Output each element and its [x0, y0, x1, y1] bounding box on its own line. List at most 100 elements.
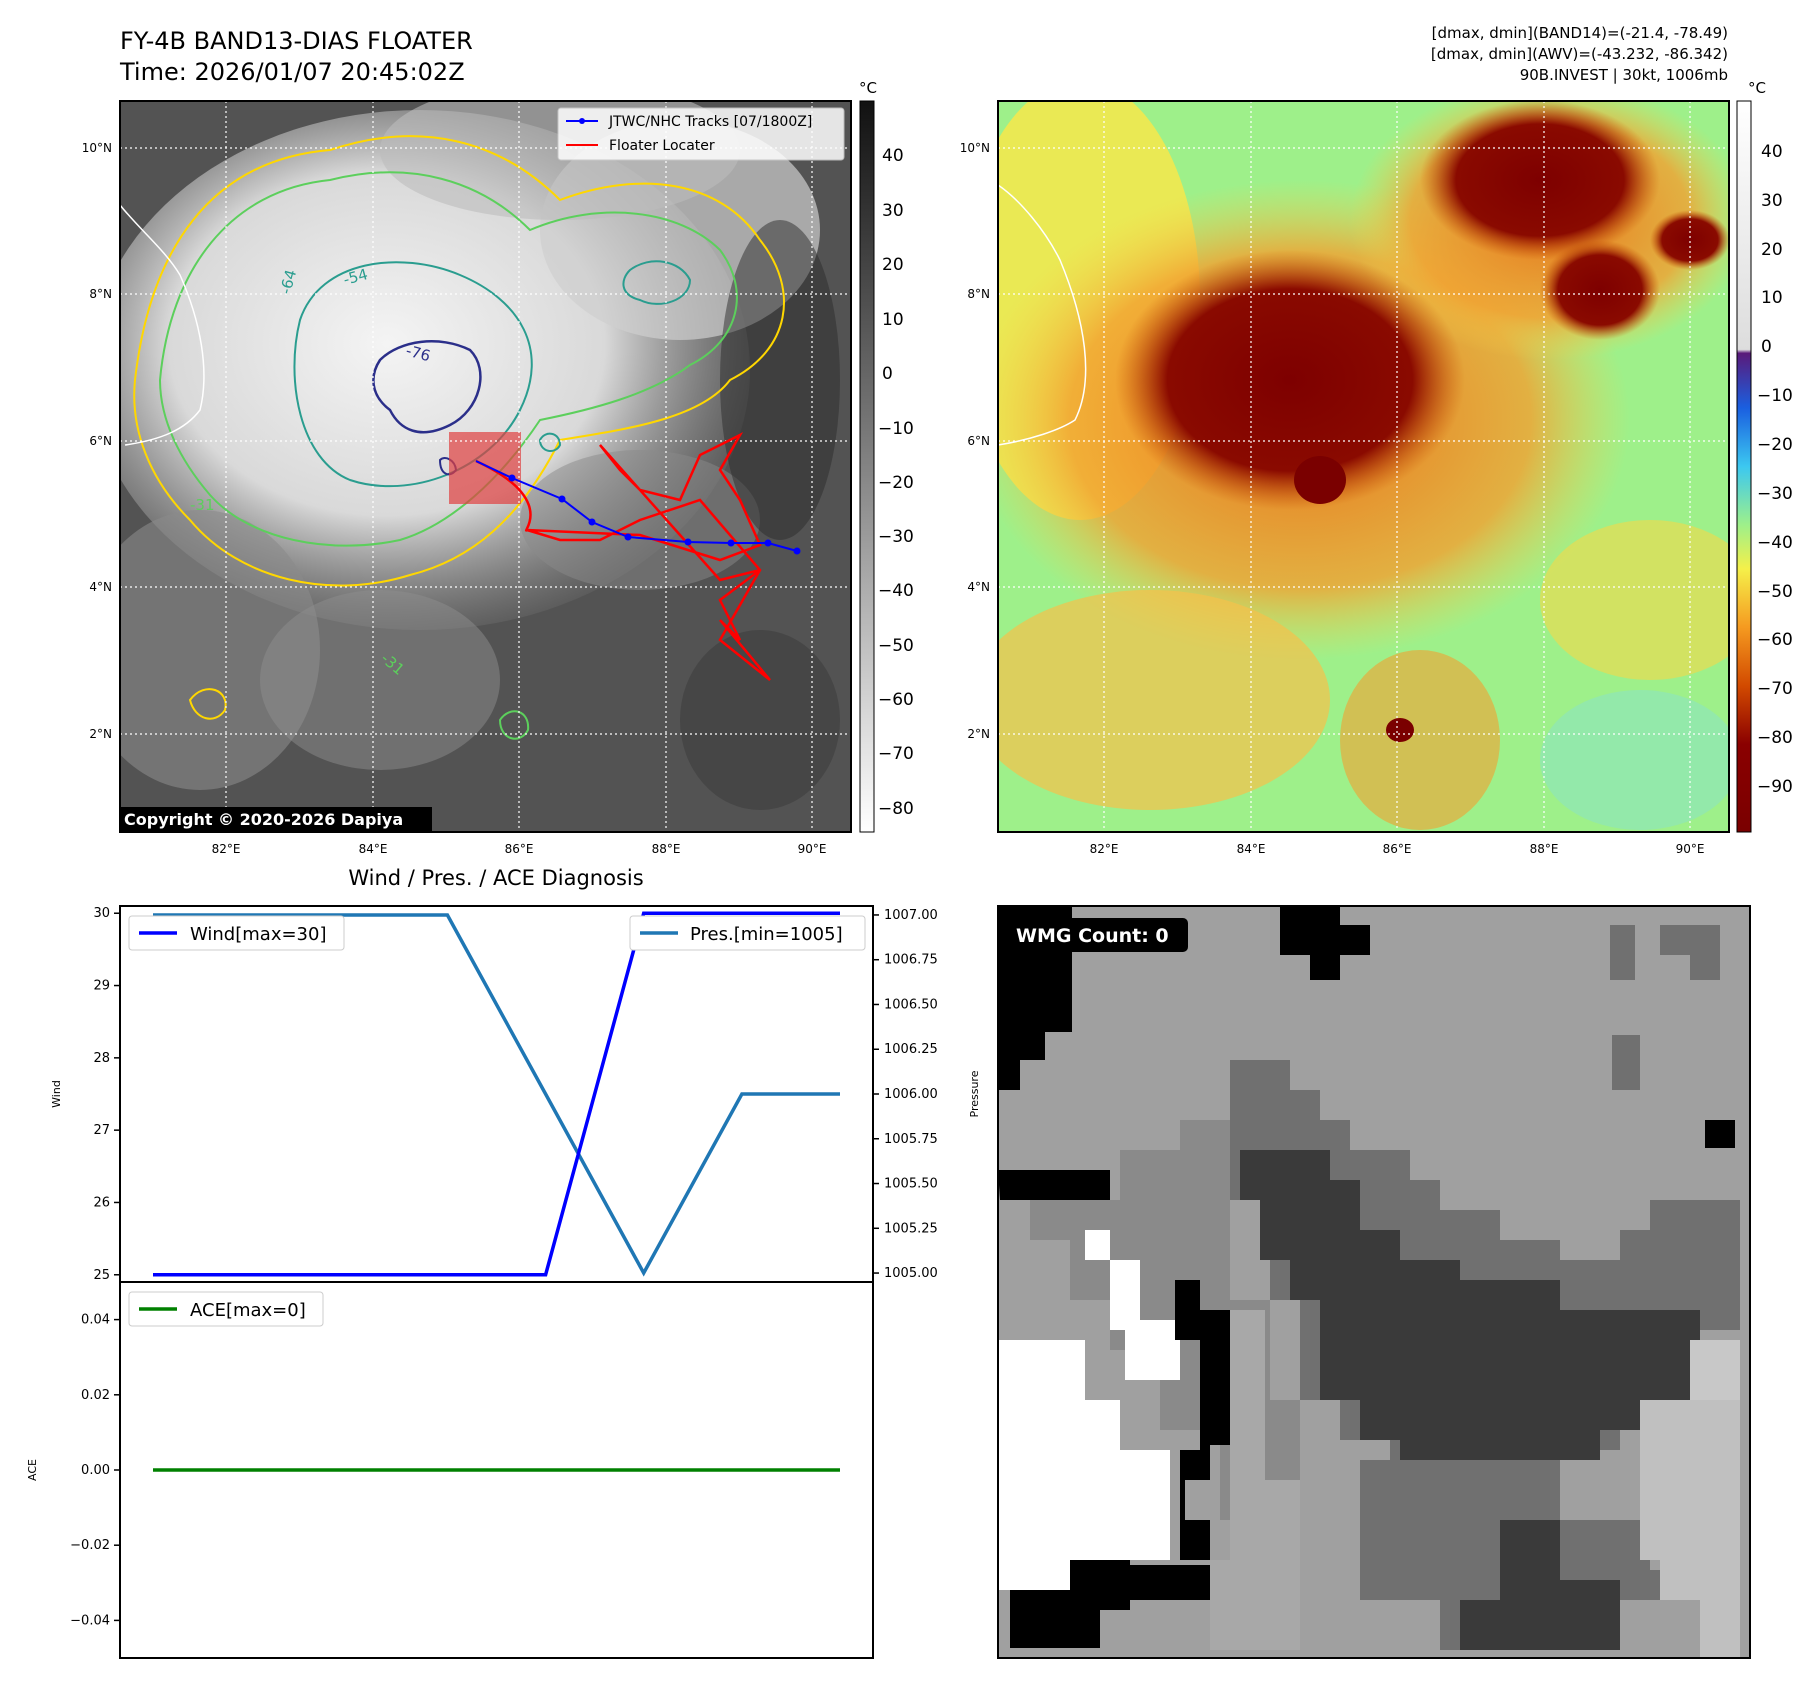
svg-text:82°E: 82°E — [1090, 842, 1119, 856]
awv-colorbar-unit: °C — [1748, 79, 1766, 97]
svg-text:−30: −30 — [878, 527, 914, 547]
ace-ylabel: ACE — [26, 1459, 39, 1481]
svg-text:10°N: 10°N — [960, 141, 990, 155]
pres-ticks: 1007.00 1006.75 1006.50 1006.25 1006.00 1005.… — [873, 908, 938, 1281]
svg-text:−70: −70 — [1757, 679, 1793, 699]
svg-text:6°N: 6°N — [89, 434, 112, 448]
svg-text:90°E: 90°E — [1676, 842, 1705, 856]
wind-legend: Wind[max=30] — [128, 915, 345, 951]
svg-text:−50: −50 — [878, 636, 914, 656]
svg-text:−30: −30 — [1757, 484, 1793, 504]
awv-range: [dmax, dmin](AWV)=(-43.232, -86.342) — [1431, 45, 1728, 63]
svg-text:20: 20 — [882, 255, 904, 275]
band14-range: [dmax, dmin](BAND14)=(-21.4, -78.49) — [1432, 24, 1728, 42]
pres-tick-label: 1006.75 — [884, 953, 938, 968]
sat-lat-labels: 10°N 8°N 6°N 4°N 2°N — [82, 141, 112, 741]
svg-text:20: 20 — [1761, 240, 1783, 260]
wmg-panel: WMG Count: 0 — [997, 905, 1751, 1659]
awv-colorbar-ticks: 40 30 20 10 0 −10 −20 −30 −40 −50 −60 −7… — [1757, 142, 1793, 797]
jtwc-track-points — [508, 474, 801, 555]
svg-text:86°E: 86°E — [1383, 842, 1412, 856]
wmg-count-box — [1008, 918, 1188, 952]
ace-tick-label: 0.00 — [81, 1463, 110, 1478]
copyright-text: Copyright © 2020-2026 Dapiya — [124, 810, 403, 829]
svg-text:−40: −40 — [1757, 533, 1793, 553]
svg-text:30: 30 — [1761, 191, 1783, 211]
awv-panel: 82°E 84°E 86°E 88°E 90°E 10°N 8°N 6°N 4°… — [960, 79, 1793, 856]
wind-tick-label: 26 — [93, 1195, 110, 1210]
pres-tick-label: 1006.25 — [884, 1042, 938, 1057]
wind-tick-label: 29 — [93, 979, 110, 994]
contour-label-76: -76 — [404, 341, 432, 365]
diag-title: Wind / Pres. / ACE Diagnosis — [348, 866, 643, 890]
svg-text:−10: −10 — [878, 419, 914, 439]
wind-legend-label: Wind[max=30] — [190, 924, 327, 945]
pres-tick-label: 1006.50 — [884, 997, 938, 1012]
awv-lon-labels: 82°E 84°E 86°E 88°E 90°E — [1090, 842, 1705, 856]
pres-tick-label: 1005.00 — [884, 1266, 938, 1281]
svg-text:6°N: 6°N — [967, 434, 990, 448]
svg-text:2°N: 2°N — [967, 727, 990, 741]
svg-text:88°E: 88°E — [652, 842, 681, 856]
pres-tick-label: 1005.50 — [884, 1177, 938, 1192]
svg-text:4°N: 4°N — [967, 580, 990, 594]
svg-text:0: 0 — [882, 364, 893, 384]
pres-tick-label: 1005.75 — [884, 1132, 938, 1147]
contour-label-31: -31 — [190, 496, 215, 514]
svg-text:−70: −70 — [878, 744, 914, 764]
wind-tick-label: 30 — [93, 906, 110, 921]
awv-colorbar — [1736, 100, 1752, 833]
awv-frame — [997, 100, 1730, 833]
pres-legend-label: Pres.[min=1005] — [690, 924, 843, 945]
svg-text:10: 10 — [1761, 288, 1783, 308]
svg-text:−60: −60 — [878, 690, 914, 710]
figure-time: Time: 2026/01/07 20:45:02Z — [119, 58, 465, 86]
diagnosis-panel: Wind / Pres. / ACE Diagnosis Wind Pressu… — [26, 866, 981, 1659]
ace-tick-label: −0.02 — [70, 1538, 110, 1553]
legend-floater-label: Floater Locater — [609, 138, 715, 154]
svg-text:82°E: 82°E — [212, 842, 241, 856]
svg-text:40: 40 — [1761, 142, 1783, 162]
wind-ylabel: Wind — [50, 1080, 63, 1108]
legend-jtwc-label: JTWC/NHC Tracks [07/1800Z] — [608, 114, 812, 130]
svg-text:−80: −80 — [1757, 728, 1793, 748]
wmg-frame — [997, 905, 1751, 1659]
wind-tick-label: 28 — [93, 1051, 110, 1066]
satellite-panel: -76 -64 -54 -31 -31 JTWC/NHC Tracks [07/… — [82, 79, 914, 856]
svg-text:4°N: 4°N — [89, 580, 112, 594]
ace-tick-label: 0.04 — [81, 1313, 110, 1328]
svg-text:88°E: 88°E — [1530, 842, 1559, 856]
svg-text:10: 10 — [882, 310, 904, 330]
wind-tick-label: 25 — [93, 1268, 110, 1283]
contour-label-64: -64 — [276, 268, 300, 296]
svg-text:30: 30 — [882, 201, 904, 221]
pres-tick-label: 1006.00 — [884, 1087, 938, 1102]
svg-text:0: 0 — [1761, 337, 1772, 357]
awv-grid — [998, 101, 1729, 832]
contour-label-54: -54 — [341, 265, 369, 289]
svg-text:−20: −20 — [878, 473, 914, 493]
svg-text:86°E: 86°E — [505, 842, 534, 856]
copyright-box — [120, 807, 432, 832]
svg-text:−40: −40 — [878, 581, 914, 601]
svg-text:2°N: 2°N — [89, 727, 112, 741]
svg-text:84°E: 84°E — [359, 842, 388, 856]
storm-info: 90B.INVEST | 30kt, 1006mb — [1520, 66, 1728, 84]
sat-legend: JTWC/NHC Tracks [07/1800Z] Floater Locat… — [557, 107, 845, 161]
pres-legend: Pres.[min=1005] — [629, 915, 866, 951]
pres-tick-label: 1005.25 — [884, 1221, 938, 1236]
sat-coastline — [120, 204, 205, 446]
pressure-line — [153, 913, 840, 1277]
pres-tick-label: 1007.00 — [884, 908, 938, 923]
ace-tick-label: −0.04 — [70, 1613, 110, 1628]
svg-text:90°E: 90°E — [798, 842, 827, 856]
wmg-count-label: WMG Count: 0 — [1016, 925, 1169, 947]
svg-text:8°N: 8°N — [89, 287, 112, 301]
awv-coastline — [998, 184, 1087, 446]
svg-text:40: 40 — [882, 146, 904, 166]
svg-text:−20: −20 — [1757, 435, 1793, 455]
ace-legend: ACE[max=0] — [128, 1291, 324, 1327]
sat-grid — [120, 101, 851, 832]
svg-text:−10: −10 — [1757, 386, 1793, 406]
svg-text:−90: −90 — [1757, 777, 1793, 797]
